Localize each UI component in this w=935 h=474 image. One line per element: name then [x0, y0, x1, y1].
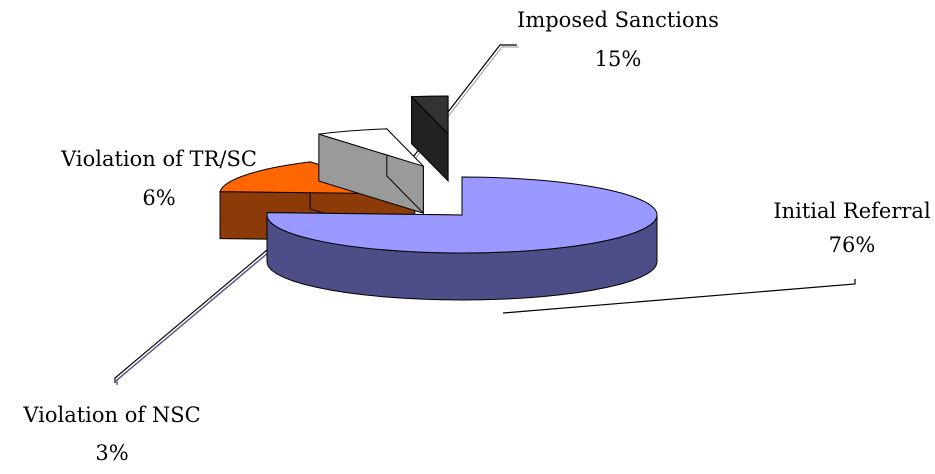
- leader-line-violation-nsc-shadow: [116, 219, 308, 385]
- leader-line-initial-referral: [502, 279, 856, 314]
- slice-value-violation-nsc: 3%: [95, 441, 128, 465]
- slice-top-violation-of-tr-sc: [318, 128, 424, 167]
- slice-value-initial-referral: 76%: [829, 233, 876, 257]
- leader-line-violation-nsc: [114, 217, 306, 383]
- slice-initial-referral: [266, 176, 658, 301]
- slice-violation-of-nsc: [410, 95, 449, 183]
- slice-label-violation-nsc: Violation of NSC: [22, 403, 200, 427]
- slice-top-violation-of-nsc: [410, 95, 449, 136]
- slice-top-initial-referral: [266, 176, 658, 254]
- slice-label-imposed-sanctions: Imposed Sanctions: [517, 8, 719, 32]
- slice-label-violation-trsc: Violation of TR/SC: [60, 147, 257, 171]
- slice-violation-of-tr-sc: [318, 127, 424, 215]
- pie-slices: [219, 95, 658, 301]
- slice-value-violation-trsc: 6%: [142, 186, 175, 210]
- slice-label-initial-referral: Initial Referral: [773, 199, 931, 223]
- slice-value-imposed-sanctions: 15%: [595, 47, 642, 71]
